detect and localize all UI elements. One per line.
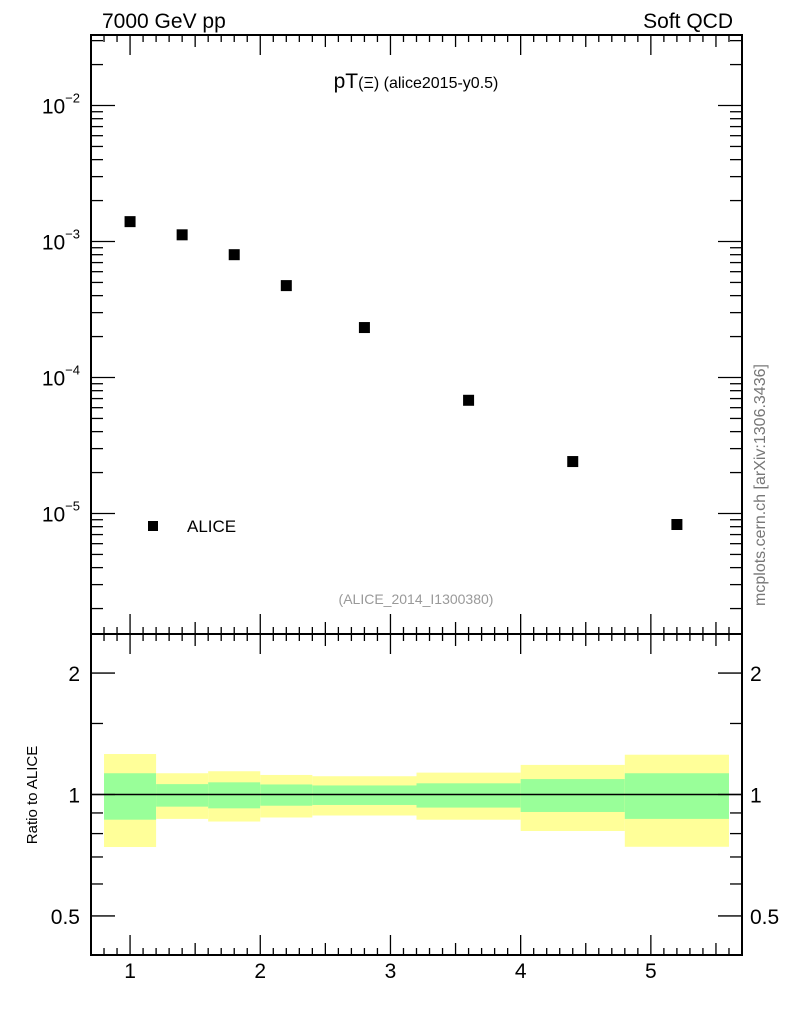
y-tick-label: 10−4 [42, 363, 80, 391]
legend-label: ALICE [187, 517, 236, 536]
plot-title-symbol: (Ξ) [358, 75, 379, 92]
data-point [176, 229, 188, 241]
y-tick-label: 10−3 [42, 227, 80, 255]
stat-uncertainty-band [208, 782, 261, 809]
x-tick-label: 4 [515, 960, 527, 983]
stat-uncertainty-band [416, 783, 521, 808]
x-tick-label: 3 [385, 960, 397, 983]
ratio-y-tick-label-right: 1 [750, 785, 762, 808]
ratio-ylabel: Ratio to ALICE [24, 746, 41, 844]
x-tick-label: 2 [254, 960, 266, 983]
data-points [124, 216, 683, 531]
analysis-id: (ALICE_2014_I1300380) [339, 591, 494, 607]
ratio-y-tick-label-right: 0.5 [750, 906, 779, 929]
ratio-y-tick-label-right: 2 [750, 663, 762, 686]
ratio-y-tick-label-left: 1 [68, 785, 80, 808]
ratio-bands [91, 754, 742, 848]
legend-marker [148, 521, 158, 531]
stat-uncertainty-band [156, 784, 209, 807]
data-point [280, 280, 292, 292]
header-left: 7000 GeV pp [102, 10, 226, 33]
ratio-panel-frame [90, 633, 743, 956]
x-tick-label: 1 [124, 960, 136, 983]
data-point [671, 519, 683, 531]
data-point [463, 394, 475, 406]
side-label: mcplots.cern.ch [arXiv:1306.3436] [752, 364, 769, 606]
ratio-y-tick-label-left: 0.5 [51, 906, 80, 929]
main-panel-frame [90, 34, 743, 635]
ratio-y-tick-label-left: 2 [68, 663, 80, 686]
stat-uncertainty-band [104, 773, 157, 820]
data-point [228, 249, 240, 261]
y-tick-label: 10−5 [42, 499, 80, 527]
ratio-tick-labels: 0.5 0.5 1 1 2 2 1 2 3 4 5 [51, 663, 779, 983]
x-tick-label: 5 [645, 960, 657, 983]
y-tick-label: 10−2 [42, 91, 80, 119]
data-point [358, 322, 370, 334]
stat-uncertainty-band [520, 779, 625, 812]
plot-title-main: pT [334, 70, 359, 93]
data-point [567, 456, 579, 468]
axis-ticks [91, 35, 742, 956]
main-y-tick-labels: 10−2 10−3 10−4 10−5 [42, 91, 80, 527]
data-point [124, 216, 136, 228]
header-right: Soft QCD [643, 10, 733, 33]
plot-title: pT(Ξ) (alice2015-y0.5) [334, 70, 499, 93]
plot-title-rest: (alice2015-y0.5) [379, 75, 498, 92]
stat-uncertainty-band [624, 773, 729, 819]
